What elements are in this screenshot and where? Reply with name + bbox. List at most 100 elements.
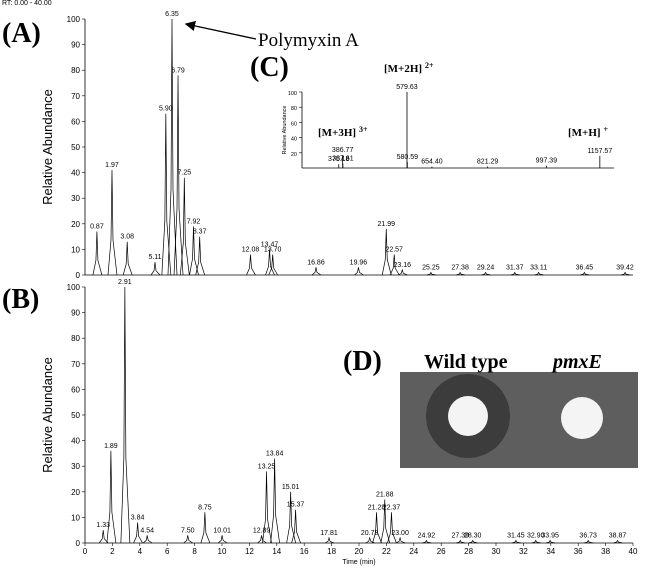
peak-label: 1.33 <box>96 522 110 529</box>
x-tick-label: 0 <box>83 547 88 556</box>
y-tick-label: 50 <box>71 411 80 420</box>
peak <box>613 539 623 544</box>
peak <box>620 271 631 276</box>
peak-label: 386.77 <box>332 147 354 154</box>
peak <box>200 512 211 544</box>
header: RT: 0.00 - 40.00 <box>2 0 52 7</box>
charge: 2+ <box>425 61 434 70</box>
peak-label: 27.39 <box>451 532 469 539</box>
y-tick-label: 70 <box>71 92 80 101</box>
panel-label: (B) <box>2 284 39 315</box>
y-axis-label: Relative Abundance <box>40 89 55 205</box>
x-tick-label: 28 <box>464 547 473 556</box>
peak-label: 21.99 <box>377 221 395 228</box>
peak-label: 13.70 <box>264 247 282 254</box>
peak <box>161 113 172 276</box>
peak <box>183 535 193 544</box>
caption: pmxE <box>551 351 602 373</box>
y-tick-label: 100 <box>288 91 297 97</box>
peak-label: 29.24 <box>477 264 495 271</box>
peak-label: 6.35 <box>165 11 179 18</box>
peak <box>387 512 397 544</box>
y-tick-label: 100 <box>67 15 81 24</box>
peak-label: 21.88 <box>376 491 394 498</box>
x-axis-label: Time (min) <box>342 559 375 566</box>
peak-label: 3.84 <box>131 515 145 522</box>
peak-label: 36.45 <box>576 264 594 271</box>
peak <box>268 254 278 276</box>
peak <box>311 267 322 276</box>
peak-label: 375.18 <box>328 156 350 163</box>
peak-label: 13.84 <box>266 451 284 458</box>
y-axis-label: Relative Abundance <box>282 106 288 155</box>
x-tick-label: 38 <box>601 547 610 556</box>
peak-label: 32.90 <box>527 532 545 539</box>
peak-label: 22.37 <box>383 504 401 511</box>
x-tick-label: 32 <box>519 547 528 556</box>
peak <box>195 236 206 276</box>
peak <box>426 271 436 276</box>
charge: 3+ <box>359 125 368 134</box>
y-tick-label: 40 <box>71 437 80 446</box>
peak-label: 4.54 <box>140 527 154 534</box>
peak <box>456 271 466 276</box>
peak-label: 387.61 <box>332 155 354 162</box>
peak <box>122 241 133 276</box>
peak <box>189 226 199 276</box>
peak-label: 7.50 <box>181 527 195 534</box>
disc <box>448 396 488 436</box>
peak-label: 15.37 <box>287 502 305 509</box>
peak <box>173 75 184 276</box>
peak-label: 1.89 <box>104 443 118 450</box>
photo: (D) Wild type pmxE <box>343 346 638 468</box>
peak <box>106 450 117 544</box>
peak-label: 12.89 <box>253 527 271 534</box>
peak <box>265 249 275 276</box>
panel-label: (A) <box>2 18 41 49</box>
peak <box>270 458 280 544</box>
peak <box>92 231 103 276</box>
x-tick-label: 22 <box>382 547 391 556</box>
peak <box>324 536 335 544</box>
peak-label: 19.96 <box>350 259 368 266</box>
y-tick-label: 100 <box>67 283 81 292</box>
peak-label: 2.91 <box>118 279 132 286</box>
peak-label: 15.01 <box>282 484 300 491</box>
y-tick-label: 30 <box>71 194 80 203</box>
peak-label: 36.73 <box>579 532 597 539</box>
peak <box>142 535 153 544</box>
disc <box>561 397 603 439</box>
x-tick-label: 40 <box>629 547 638 556</box>
annotation: [M+2H] <box>384 63 422 75</box>
peak <box>456 539 466 544</box>
peak <box>584 539 594 544</box>
peak-label: 821.29 <box>477 158 499 165</box>
x-tick-label: 4 <box>138 547 143 556</box>
peak-label: 0.87 <box>90 223 104 230</box>
peak-label: 33.95 <box>541 532 559 539</box>
peak <box>511 539 521 544</box>
peak-label: 580.59 <box>397 154 419 161</box>
y-tick-label: 40 <box>291 137 297 143</box>
peak-label: 13.25 <box>258 463 276 470</box>
x-tick-label: 24 <box>409 547 418 556</box>
x-tick-label: 30 <box>492 547 501 556</box>
peak-label: 38.87 <box>609 532 627 539</box>
y-axis-label: Relative Abundance <box>40 357 55 473</box>
x-tick-label: 16 <box>300 547 309 556</box>
peak <box>546 539 556 544</box>
peak <box>167 18 178 276</box>
peak-label: 654.40 <box>421 158 443 165</box>
panel-label: (D) <box>343 346 382 377</box>
peak-label: 3.08 <box>120 234 134 241</box>
peak <box>510 271 520 276</box>
peak-label: 10.01 <box>213 527 231 534</box>
y-tick-label: 20 <box>71 220 80 229</box>
peak-label: 579.63 <box>396 84 418 91</box>
peak-label: 28.30 <box>464 532 482 539</box>
y-tick-label: 0 <box>76 271 81 280</box>
y-tick-label: 80 <box>71 334 80 343</box>
peak <box>133 522 143 544</box>
x-tick-label: 2 <box>110 547 115 556</box>
